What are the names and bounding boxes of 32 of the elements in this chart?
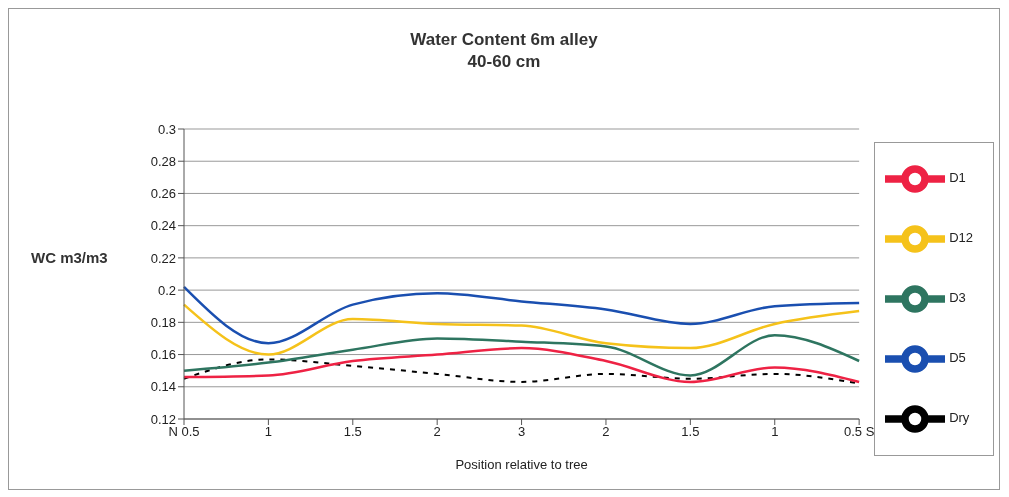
chart-title: Water Content 6m alley (409, 29, 599, 51)
x-tick-label: 1.5 (681, 424, 700, 440)
legend-label: D12 (949, 230, 973, 246)
x-tick-label: 1.5 (343, 424, 362, 440)
y-tick-label: 0.28 (150, 153, 176, 169)
legend-label: D5 (949, 350, 966, 366)
y-tick-label: 0.14 (150, 379, 176, 395)
x-tick-label: 2 (602, 424, 610, 440)
line-series (182, 285, 861, 345)
legend-label: Dry (949, 410, 970, 426)
x-tick-label: 3 (517, 424, 526, 440)
line-series (182, 346, 861, 384)
y-tick-label: 0.12 (150, 411, 176, 427)
x-tick-label: 0.5 S (843, 424, 875, 440)
legend-label: D3 (949, 290, 966, 306)
x-tick-label: N 0.5 (168, 424, 200, 440)
y-tick-label: 0.16 (150, 347, 176, 363)
x-tick-label: 1 (771, 424, 779, 440)
y-tick-label: 0.24 (150, 218, 176, 234)
line-series (182, 303, 861, 356)
y-tick-label: 0.2 (157, 282, 176, 298)
x-axis-title: Position relative to tree (455, 457, 588, 472)
chart-subtitle: 40-60 cm (466, 51, 542, 73)
x-tick-label: 2 (433, 424, 441, 440)
legend-label: D1 (949, 170, 966, 186)
y-axis-title: WC m3/m3 (31, 249, 108, 266)
x-tick-label: 1 (264, 424, 273, 440)
y-tick-label: 0.3 (157, 121, 176, 137)
y-tick-label: 0.26 (150, 186, 176, 202)
y-tick-label: 0.22 (150, 250, 176, 266)
line-series (182, 333, 861, 377)
y-tick-label: 0.18 (150, 314, 176, 330)
